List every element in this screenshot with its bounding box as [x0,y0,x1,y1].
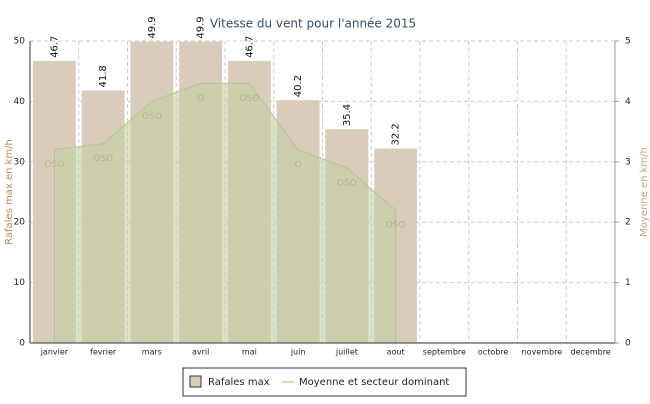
y2-tick-label: 5 [625,37,631,47]
x-tick-label: juillet [335,348,358,357]
x-tick-label: avril [192,348,209,357]
x-tick-label: septembre [423,348,466,357]
y2-tick-label: 3 [625,157,631,167]
value-label: 49.9 [147,16,158,38]
sector-label: OSO [386,221,406,231]
y2-axis-label: Moyenne en km/h [639,147,650,237]
x-tick-label: decembre [571,348,611,357]
x-tick-label: aout [387,348,405,357]
x-tick-label: mars [142,348,162,357]
value-label: 41.8 [98,65,109,87]
y-tick-label: 30 [14,157,26,167]
sector-label: OSO [239,94,259,104]
value-label: 46.7 [49,36,60,58]
x-tick-label: juin [290,348,306,357]
value-label: 49.9 [196,16,207,38]
y-tick-label: 40 [14,97,26,107]
y2-tick-label: 4 [625,97,631,107]
area [53,82,397,344]
x-tick-label: janvier [40,348,69,357]
x-tick-label: mai [242,348,257,357]
legend-label: Rafales max [208,377,270,388]
legend-label: Moyenne et secteur dominant [299,377,449,388]
y-tick-label: 0 [19,339,25,349]
value-label: 35.4 [342,104,353,126]
sector-label: O [295,160,302,170]
sector-label: O [197,94,204,104]
legend-box [182,367,467,397]
sector-label: OSO [142,112,162,122]
y-axis-label: Rafales max en km/h [4,139,15,245]
y-tick-label: 10 [14,278,26,288]
value-label: 40.2 [293,75,304,97]
y-tick-label: 50 [14,37,26,47]
x-tick-label: octobre [478,348,509,357]
sector-label: OSO [44,160,64,170]
legend-swatch [189,375,202,388]
x-tick-label: fevrier [90,348,117,357]
y2-tick-label: 1 [625,278,631,288]
y2-tick-label: 2 [625,218,631,228]
sector-label: OSO [93,154,113,164]
y2-tick-label: 0 [625,339,631,349]
x-tick-label: novembre [522,348,563,357]
value-label: 32.2 [391,123,402,145]
value-label: 46.7 [244,36,255,58]
chart-title: Vitesse du vent pour l'année 2015 [210,17,416,31]
y-tick-label: 20 [14,218,26,228]
sector-label: OSO [337,178,357,188]
